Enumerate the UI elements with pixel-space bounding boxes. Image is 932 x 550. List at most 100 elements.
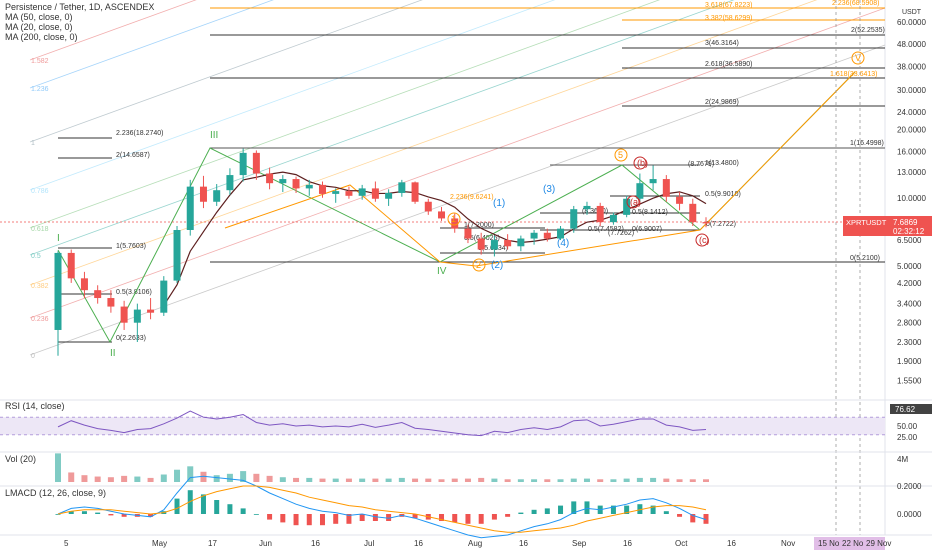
price-axis-tick: 16.0000 [897,148,926,157]
fib-fan-line [29,0,197,61]
candle-body [517,238,525,247]
lmacd-legend[interactable]: LMACD (12, 26, close, 9) [5,488,107,498]
volume-bar [293,477,300,482]
wave-label-circled: (a) [630,197,641,207]
volume-bar [147,477,154,482]
price-axis-tick: 60.0000 [897,18,926,27]
price-axis-tick: 48.0000 [897,40,926,49]
volume-bar [240,471,247,482]
volume-bar [266,475,273,482]
volume-bar [359,478,366,482]
volume-bar [94,476,101,482]
fib-fan-line [29,0,556,191]
volume-bar [306,477,313,482]
volume-bar [650,477,657,482]
candle-body [107,298,115,307]
price-axis-tick: 4.2000 [897,279,922,288]
volume-bar [187,466,194,482]
volume-bar [425,478,432,482]
wave-label-circled: 5 [618,150,623,160]
wave-label-roman: II [110,348,116,359]
candle-body [596,205,604,223]
fib-level-label: 1(5.7603) [116,243,146,250]
x-axis-label: Jun [259,539,272,548]
x-axis-highlight-bg [814,537,885,550]
volume-bar [121,475,128,482]
vol-legend[interactable]: Vol (20) [5,454,37,464]
candle-body [358,188,366,196]
candle-body [266,173,274,184]
x-axis-label: Nov [781,539,795,548]
candle-body [689,203,697,223]
rsi-value-tag: 76.62 [895,405,916,414]
ma-legend-50[interactable]: MA (50, close, 0) [5,12,73,22]
price-tag-symbol: XPRTUSDT [846,218,887,227]
ma-legend-20[interactable]: MA (20, close, 0) [5,22,73,32]
candle-body [385,192,393,199]
volume-bar [372,478,379,482]
macd-histogram-bar [240,508,246,514]
fib-level-label: 2(24.9869) [705,99,739,106]
macd-histogram-bar [439,514,445,521]
fib-fan-label: 0.382 [31,283,49,290]
candle-body [557,228,565,239]
x-axis-highlight-label: 22 No [842,539,864,548]
fib-fan-label: 0.5 [31,253,41,260]
candle-body [186,186,194,230]
candle-body [451,218,459,229]
macd-histogram-bar [518,512,524,514]
price-axis-tick: 38.0000 [897,63,926,72]
wave-label-circle [614,148,628,162]
projection-line [224,71,856,267]
volume-bar [570,478,577,482]
candle-body [147,309,155,313]
volume-bar [319,478,326,482]
candle-body [318,184,326,194]
candle-body [279,179,287,184]
rsi-axis-tick: 25.00 [897,433,918,442]
volume-bar [464,478,471,482]
volume-bar [597,479,604,482]
candle-body [332,191,340,194]
volume-bar [279,477,286,482]
ma-legend-200[interactable]: MA (200, close, 0) [5,32,78,42]
macd-histogram-bar [571,501,577,514]
volume-bar [412,478,419,482]
candle-body [160,280,168,313]
volume-bar [226,473,233,482]
fib-level-label: 1.618(33.6413) [830,71,877,78]
candle-body [676,196,684,204]
wave-label-circled: (b) [637,158,648,168]
macd-histogram-bar [637,504,643,514]
fib-level-label: (7.7262) [608,230,634,237]
price-axis-tick: 20.0000 [897,126,926,135]
macd-signal-line [57,485,707,533]
rsi-value-tag-bg [890,404,932,414]
volume-bar [213,475,220,482]
fib-level-label: 0(2.2633) [116,335,146,342]
macd-histogram-bar [624,505,630,514]
candle-body [609,214,617,223]
symbol-title[interactable]: Persistence / Tether, 1D, ASCENDEX [5,2,155,12]
x-axis-label: 5 [64,539,69,548]
rsi-legend[interactable]: RSI (14, close) [5,401,65,411]
rsi-band [0,417,885,435]
volume-bar [385,478,392,482]
fib-level-label: 0.5(3.8106) [116,289,152,296]
candle-body [120,306,128,323]
macd-histogram-bar [95,512,101,514]
volume-bar [663,478,670,482]
price-axis-tick: 1.9000 [897,357,922,366]
volume-bar [478,477,485,482]
wave-label-roman: I [57,233,60,244]
fib-level-label: 1(13.4800) [705,160,739,167]
macd-histogram-bar [491,514,497,520]
volume-bar [107,477,114,482]
x-axis-label: Aug [468,539,482,548]
price-axis-tick: 6.5000 [897,236,922,245]
candle-body [305,184,313,189]
chart-legend: Persistence / Tether, 1D, ASCENDEX MA (5… [5,2,154,42]
macd-histogram-bar [465,514,471,524]
